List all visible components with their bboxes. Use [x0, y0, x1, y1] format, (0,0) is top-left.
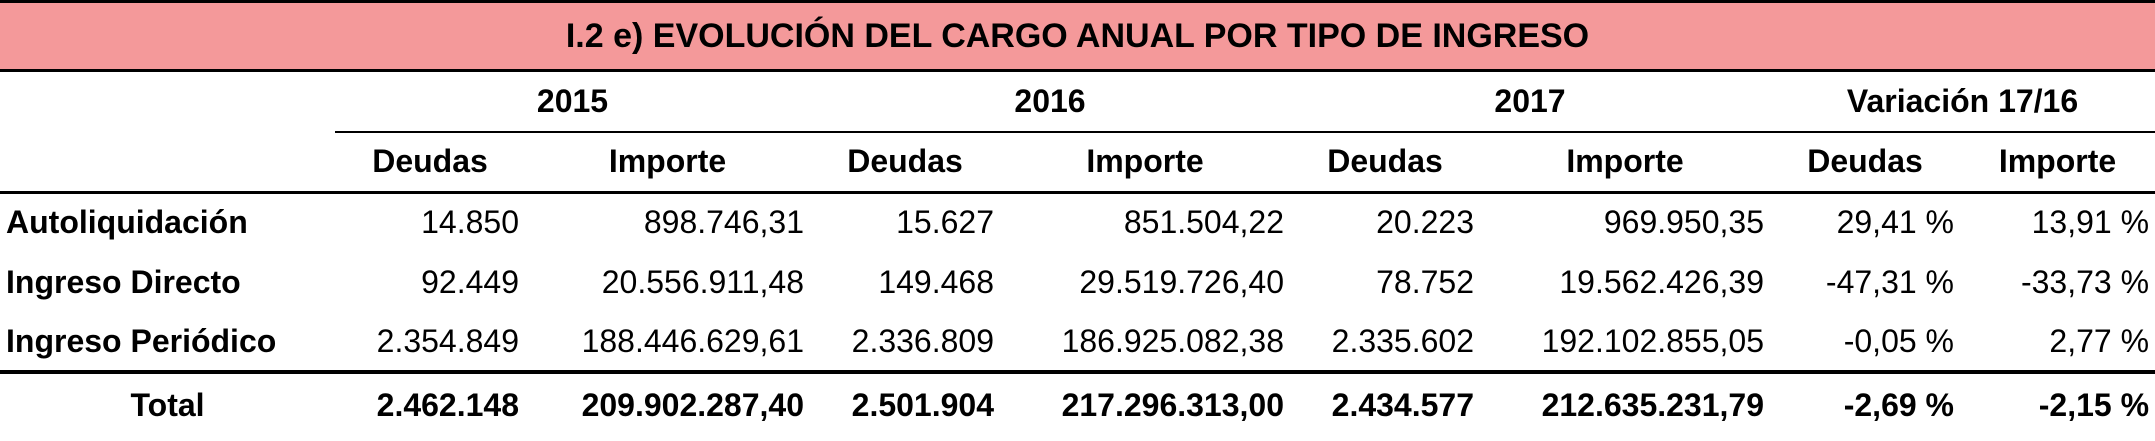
table-cell: 29.519.726,40 — [1079, 263, 1284, 300]
table-cell: 29,41 % — [1836, 204, 1954, 241]
column-header: Importe — [525, 132, 810, 194]
year-header-2016: 2016 — [810, 72, 1290, 133]
total-label: Total — [130, 386, 205, 423]
table-cell: -33,73 % — [2020, 263, 2150, 300]
column-header: Importe — [1960, 132, 2155, 194]
label-header-cell — [0, 132, 335, 194]
total-cell: -2,69 % — [1843, 386, 1954, 423]
total-cell: -2,15 % — [2038, 386, 2150, 423]
year-header-2017: 2017 — [1290, 72, 1770, 133]
table-cell: 898.746,31 — [643, 204, 804, 241]
total-row: Total 2.462.148 209.902.287,40 2.501.904… — [0, 372, 2155, 436]
table-cell: 192.102.855,05 — [1480, 312, 1770, 374]
total-cell: 2.462.148 — [376, 386, 519, 423]
total-cell: 217.296.313,00 — [1061, 386, 1284, 423]
table-cell: 851.504,22 — [1123, 204, 1284, 241]
table-cell: 2,77 % — [1960, 312, 2155, 374]
table-cell: 2.354.849 — [335, 312, 525, 374]
year-header-row: 2015 2016 2017 Variación 17/16 — [0, 72, 2155, 133]
column-header: Importe — [1000, 132, 1290, 194]
table-cell: 19.562.426,39 — [1559, 263, 1764, 300]
column-header-row: Deudas Importe Deudas Importe Deudas Imp… — [0, 132, 2155, 194]
table-cell: 969.950,35 — [1603, 204, 1764, 241]
table-cell: -47,31 % — [1825, 263, 1954, 300]
table-title-bar: I.2 e) EVOLUCIÓN DEL CARGO ANUAL POR TIP… — [0, 0, 2155, 72]
table-cell: 20.556.911,48 — [601, 263, 804, 300]
year-header-variation: Variación 17/16 — [1770, 72, 2155, 133]
table-cell: 188.446.629,61 — [525, 312, 810, 374]
cargo-anual-table: 2015 2016 2017 Variación 17/16 Deudas Im… — [0, 72, 2155, 436]
table-cell: 14.850 — [421, 204, 519, 241]
table-cell: 186.925.082,38 — [1000, 312, 1290, 374]
table-row: Autoliquidación 14.850 898.746,31 15.627… — [0, 192, 2155, 252]
column-header: Deudas — [1770, 132, 1960, 194]
table-cell: -0,05 % — [1770, 312, 1960, 374]
table-cell: 92.449 — [421, 263, 519, 300]
table-cell: 78.752 — [1376, 263, 1474, 300]
total-cell: 2.501.904 — [851, 386, 994, 423]
year-header-2015: 2015 — [335, 72, 810, 133]
column-header: Deudas — [1290, 132, 1480, 194]
total-cell: 209.902.287,40 — [581, 386, 804, 423]
row-label: Ingreso Periódico — [0, 312, 335, 374]
table-cell: 15.627 — [896, 204, 994, 241]
table-cell: 20.223 — [1376, 204, 1474, 241]
corner-cell — [0, 72, 335, 132]
total-cell: 212.635.231,79 — [1541, 386, 1764, 423]
row-label: Ingreso Directo — [6, 263, 241, 300]
table-cell: 13,91 % — [2031, 204, 2150, 241]
table-row: Ingreso Periódico 2.354.849 188.446.629,… — [0, 312, 2155, 374]
table-cell: 2.336.809 — [810, 312, 1000, 374]
column-header: Deudas — [335, 132, 525, 194]
column-header: Importe — [1480, 132, 1770, 194]
table-cell: 149.468 — [878, 263, 994, 300]
table-cell: 2.335.602 — [1290, 312, 1480, 374]
table-row: Ingreso Directo 92.449 20.556.911,48 149… — [0, 252, 2155, 312]
table-title: I.2 e) EVOLUCIÓN DEL CARGO ANUAL POR TIP… — [565, 16, 1590, 55]
row-label: Autoliquidación — [6, 204, 248, 241]
column-header: Deudas — [810, 132, 1000, 194]
total-cell: 2.434.577 — [1331, 386, 1474, 423]
